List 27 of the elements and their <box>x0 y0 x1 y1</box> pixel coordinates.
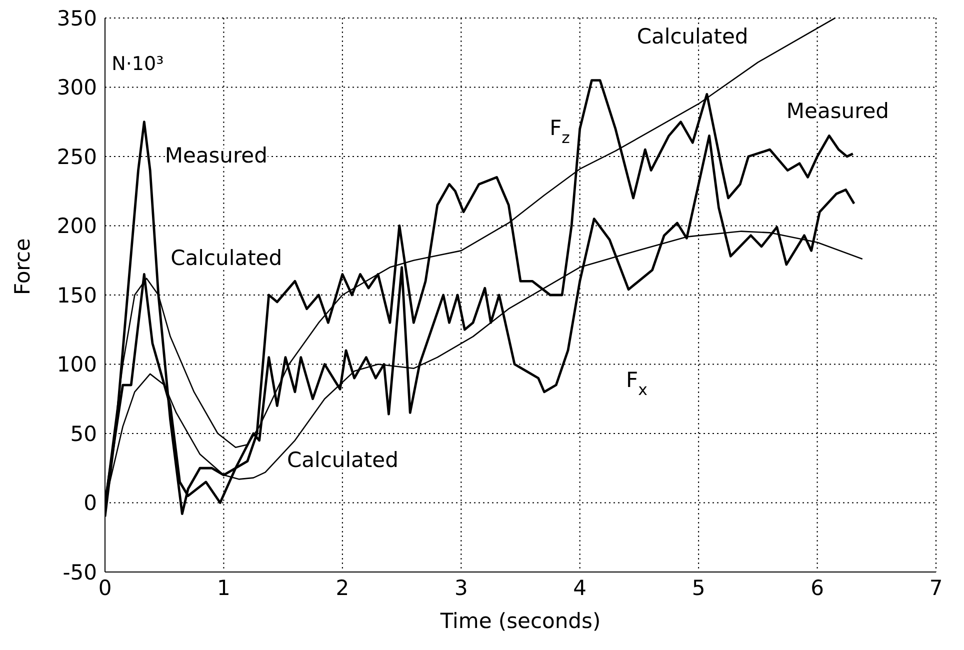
annotation: F$_{z}$ <box>550 116 570 147</box>
y-axis-title: Force <box>10 238 34 295</box>
x-tick-label: 3 <box>454 576 468 600</box>
x-tick-label: 4 <box>573 576 587 600</box>
y-tick-label: 0 <box>84 491 97 516</box>
x-tick-label: 0 <box>98 576 112 600</box>
y-tick-label: 350 <box>56 6 97 30</box>
x-tick-label: 6 <box>810 576 824 600</box>
x-tick-label: 7 <box>929 576 943 600</box>
y-tick-label: 200 <box>56 214 97 238</box>
y-tick-label: -50 <box>62 560 97 584</box>
y-tick-label: 50 <box>70 422 97 446</box>
x-tick-label: 2 <box>336 576 350 600</box>
y-tick-label: 300 <box>56 76 97 100</box>
annotation: Calculated <box>286 448 398 472</box>
x-axis-title: Time (seconds) <box>439 609 601 633</box>
x-tick-label: 1 <box>217 576 230 600</box>
x-tick-label: 5 <box>692 576 706 600</box>
y-tick-label: 250 <box>56 144 97 169</box>
annotation: Calculated <box>170 246 282 270</box>
y-tick-label: 150 <box>56 283 97 308</box>
annotation: F$_{x}$ <box>626 368 648 399</box>
annotation: Measured <box>164 143 268 168</box>
annotation: Calculated <box>636 24 748 48</box>
annotation: N·10³ <box>112 53 164 76</box>
annotation: Measured <box>786 98 890 123</box>
y-tick-label: 100 <box>56 352 97 377</box>
